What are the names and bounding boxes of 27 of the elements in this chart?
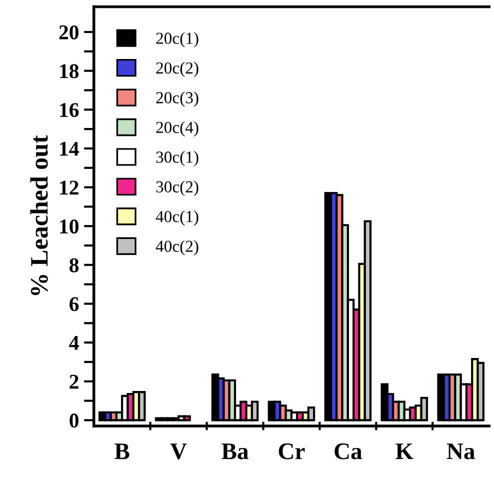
legend-label: 40c(1): [156, 210, 198, 226]
y-tick-label: 12: [60, 180, 78, 194]
y-tick-label: 16: [60, 103, 79, 118]
y-tick-label: 14: [60, 142, 79, 156]
y-tick-label: 2: [70, 374, 78, 389]
y-tick-label: 8: [70, 258, 79, 272]
x-tick-label: V: [170, 444, 187, 460]
x-tick-label: B: [114, 444, 130, 460]
x-tick-label: K: [396, 444, 414, 460]
x-tick-label: Ca: [334, 443, 362, 460]
legend-label: 30c(2): [156, 180, 198, 196]
y-tick-label: 6: [70, 297, 79, 312]
legend-label: 20c(1): [156, 32, 198, 48]
y-tick-label: 20: [59, 25, 78, 40]
y-tick-label: 10: [60, 219, 78, 234]
y-tick-label: 18: [60, 64, 79, 78]
legend-label: 20c(4): [156, 121, 198, 136]
legend-label: 20c(2): [156, 62, 198, 78]
x-tick-label: Ba: [222, 444, 248, 460]
legend-label: 40c(2): [156, 240, 198, 256]
legend-label: 30c(1): [156, 151, 198, 166]
x-tick-label: Na: [446, 444, 475, 460]
y-tick-label: 0: [70, 414, 78, 428]
x-tick-label: Cr: [278, 443, 305, 460]
legend-label: 20c(3): [156, 92, 198, 107]
y-axis-title: % Leached out: [30, 135, 48, 296]
y-tick-label: 4: [69, 336, 79, 350]
